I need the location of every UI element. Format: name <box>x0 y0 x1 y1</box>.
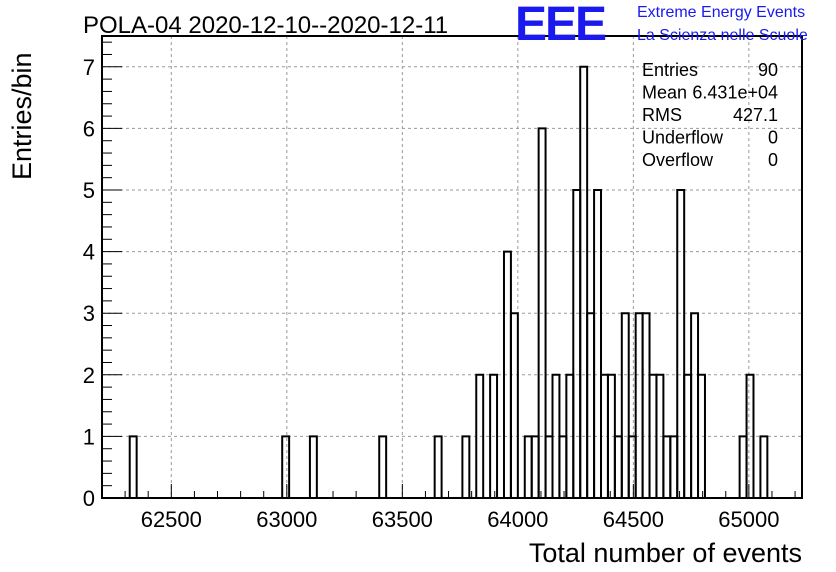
histogram-bin <box>662 435 672 498</box>
histogram-bin <box>433 435 443 498</box>
histogram-bin <box>308 435 318 498</box>
stats-value: 0 <box>768 128 778 148</box>
histogram-bin <box>489 373 499 498</box>
histogram-bin <box>669 435 679 498</box>
x-tick-label: 63500 <box>372 507 433 532</box>
grid <box>102 36 802 498</box>
histogram-bin <box>544 435 554 498</box>
x-tick-label: 65000 <box>718 507 779 532</box>
logo-line-2: La Scienza nelle Scuole <box>637 27 808 44</box>
histogram-bin <box>558 435 568 498</box>
histogram-bin <box>586 312 596 498</box>
logo-mark: EEE <box>515 0 606 51</box>
histogram-bin <box>759 435 769 498</box>
stats-label: RMS <box>642 105 682 125</box>
histogram-bin <box>613 435 623 498</box>
y-tick-label: 2 <box>83 363 95 388</box>
y-tick-label: 7 <box>83 55 95 80</box>
stats-value: 6.431e+04 <box>692 83 778 103</box>
stats-label: Underflow <box>642 128 724 148</box>
histogram-bin <box>537 127 547 498</box>
histogram-bin <box>523 435 533 498</box>
stats-value: 0 <box>768 150 778 170</box>
histogram-bin <box>509 312 519 498</box>
y-tick-label: 5 <box>83 178 95 203</box>
histogram-bin <box>634 312 644 498</box>
eee-logo: EEE Extreme Energy Events La Scienza nel… <box>515 0 808 51</box>
histogram-bin <box>378 435 388 498</box>
stats-label: Mean <box>642 83 687 103</box>
plot-frame <box>101 35 803 499</box>
tick-labels: 62500 63000 63500 64000 64500 65000 0 1 2 3 4 5 6 7 <box>83 55 780 532</box>
histogram-bin <box>579 65 589 498</box>
histogram-bin <box>593 189 603 498</box>
histogram-bin <box>128 435 138 498</box>
histogram-bars <box>128 65 769 498</box>
y-tick-label: 4 <box>83 240 95 265</box>
histogram-bin <box>461 435 471 498</box>
histogram-bin <box>627 435 637 498</box>
axis-ticks <box>101 41 796 499</box>
stats-box: Entries 90 Mean 6.431e+04 RMS 427.1 Underflow 0… <box>642 60 778 170</box>
y-tick-label: 6 <box>83 116 95 141</box>
stats-value: 90 <box>758 60 778 80</box>
x-tick-label: 62500 <box>141 507 202 532</box>
stats-label: Overflow <box>642 150 714 170</box>
y-tick-label: 1 <box>83 424 95 449</box>
stats-label: Entries <box>642 60 698 80</box>
x-tick-label: 64000 <box>487 507 548 532</box>
chart-title: POLA-04 2020-12-10--2020-12-11 <box>83 12 448 39</box>
histogram-bin <box>697 373 706 498</box>
histogram-bin <box>690 312 700 498</box>
histogram-bin <box>676 189 686 498</box>
histogram-bin <box>281 435 291 498</box>
histogram-bin <box>620 312 630 498</box>
logo-line-1: Extreme Energy Events <box>637 4 805 21</box>
histogram-bin <box>641 312 651 498</box>
x-axis-title: Total number of events <box>529 538 802 568</box>
histogram-bin <box>530 435 540 498</box>
histogram-bin <box>745 373 755 498</box>
y-tick-label: 3 <box>83 301 95 326</box>
x-tick-label: 63000 <box>256 507 317 532</box>
y-axis-title: Entries/bin <box>7 52 37 180</box>
y-tick-label: 0 <box>83 486 95 511</box>
stats-value: 427.1 <box>733 105 778 125</box>
histogram-bin <box>738 435 748 498</box>
histogram-bin <box>572 189 582 498</box>
x-tick-label: 64500 <box>603 507 664 532</box>
histogram-bin <box>475 373 485 498</box>
